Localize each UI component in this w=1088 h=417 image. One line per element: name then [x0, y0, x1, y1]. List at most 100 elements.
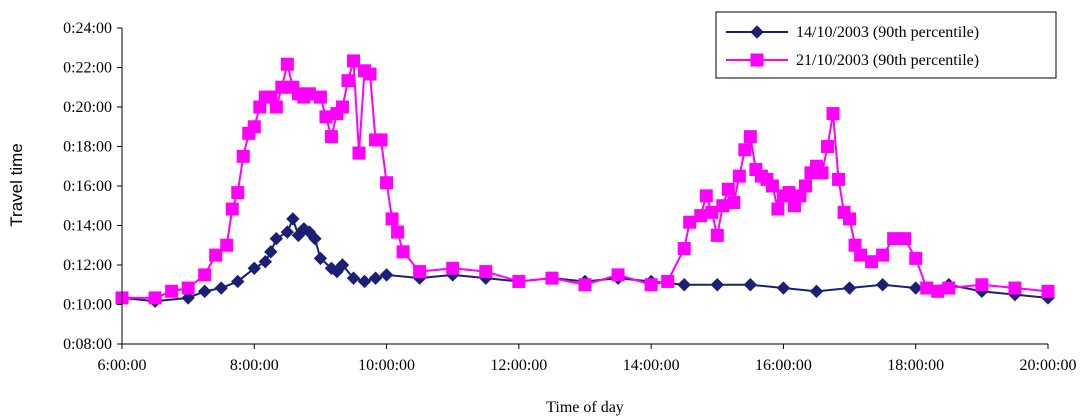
series-1-point: [231, 274, 245, 289]
y-axis-title: Travel time: [7, 143, 26, 226]
series-2-point: [578, 278, 592, 292]
series-2-point: [479, 265, 493, 279]
series-2-point: [347, 54, 360, 68]
y-tick-label: 0:12:00: [63, 257, 112, 274]
series-2-point: [352, 146, 366, 160]
series-2-point: [694, 209, 708, 223]
series-2-point: [644, 278, 658, 292]
series-1-point: [286, 212, 300, 226]
series-1-point: [710, 278, 724, 292]
series-2-point: [396, 245, 410, 259]
series-2-point: [269, 100, 283, 114]
y-tick-label: 0:16:00: [63, 178, 112, 195]
series-2-point: [1041, 284, 1055, 298]
series-2-point: [832, 172, 846, 186]
x-tick-label: 10:00:00: [358, 357, 415, 374]
y-tick-label: 0:18:00: [63, 139, 112, 156]
series-2-point: [385, 212, 399, 226]
series-1-point: [269, 231, 284, 246]
series-2-point: [391, 225, 405, 239]
series-2-point: [677, 242, 691, 256]
series-2-point: [661, 274, 675, 288]
series-1-point: [313, 251, 328, 266]
series-2-point: [231, 186, 245, 200]
series-2: [115, 54, 1055, 305]
y-tick-label: 0:24:00: [63, 20, 112, 37]
series-1-point: [280, 225, 295, 239]
series-2-point: [821, 140, 835, 153]
series-1-point: [214, 281, 228, 295]
series-2-point: [887, 232, 901, 246]
y-tick-label: 0:22:00: [63, 60, 112, 77]
legend-label-1: 14/10/2003 (90th percentile): [796, 24, 979, 41]
y-tick-label: 0:20:00: [63, 99, 112, 116]
series-1-point: [357, 274, 372, 289]
x-tick-label: 14:00:00: [623, 357, 680, 374]
legend-label-2: 21/10/2003 (90th percentile): [796, 52, 979, 69]
series-2-point: [975, 278, 989, 292]
series-2-point: [247, 120, 261, 134]
series-2-point: [319, 110, 333, 124]
series-2-point: [732, 169, 746, 183]
series-2-point: [225, 202, 239, 216]
series-2-point: [313, 90, 327, 104]
series-1-point: [181, 291, 195, 305]
x-tick-label: 12:00:00: [490, 357, 547, 374]
series-2-point: [710, 228, 724, 242]
series-2-point: [148, 291, 162, 305]
series-2-point: [898, 232, 912, 246]
series-2-point: [380, 176, 394, 190]
series-2-point: [738, 143, 752, 157]
series-2-point: [843, 212, 857, 226]
x-axis-title: Time of day: [546, 399, 624, 416]
series-2-point: [341, 74, 355, 88]
series-2-point: [765, 179, 779, 193]
series-2-point: [302, 87, 316, 101]
series-2-point: [209, 248, 223, 262]
series-1-point: [379, 268, 394, 282]
series-2-point: [931, 284, 945, 298]
legend-box: [715, 11, 1057, 79]
series-2-point: [865, 255, 879, 269]
series-1-point: [809, 284, 824, 299]
series-2-point: [165, 284, 179, 298]
series-2-point: [771, 202, 785, 216]
series-1-point: [247, 261, 261, 275]
series-1-point: [677, 278, 691, 292]
series-2-point: [363, 67, 377, 81]
series-1-point: [264, 245, 278, 259]
legend-marker-1: [750, 25, 764, 39]
series-2-point: [782, 186, 796, 200]
series-2-point: [683, 215, 697, 229]
series-1-point: [308, 231, 322, 246]
legend: 14/10/2003 (90th percentile) 21/10/2003 (…: [715, 11, 1057, 79]
axes: 0:08:00 0:10:00 0:12:00 0:14:00 0:16:00 0:18:…: [63, 20, 1076, 374]
series-layer: [115, 54, 1055, 308]
series-2-point: [374, 133, 388, 147]
series-2-point: [335, 100, 349, 114]
series-2-point: [280, 57, 294, 71]
series-1-point: [368, 271, 383, 285]
series-1-point: [875, 278, 890, 292]
legend-marker-2: [750, 53, 764, 67]
series-2-point: [716, 199, 730, 213]
series-2-point: [798, 179, 812, 193]
series-2-point: [876, 248, 890, 262]
series-2-point: [181, 281, 195, 295]
series-2-point: [512, 274, 526, 288]
series-1-point: [743, 278, 758, 292]
series-2-point: [743, 130, 757, 144]
series-1-point: [258, 255, 273, 269]
x-tick-label: 8:00:00: [230, 357, 279, 374]
x-tick-label: 18:00:00: [887, 357, 944, 374]
series-2-point: [611, 268, 625, 282]
x-tick-label: 20:00:00: [1020, 357, 1077, 374]
y-tick-label: 0:10:00: [63, 297, 112, 314]
series-2-point: [446, 261, 460, 275]
x-tick-label: 16:00:00: [755, 357, 812, 374]
series-1-point: [776, 281, 791, 295]
series-2-point: [909, 251, 923, 265]
series-2-point: [198, 268, 212, 282]
series-2-point: [705, 205, 719, 219]
